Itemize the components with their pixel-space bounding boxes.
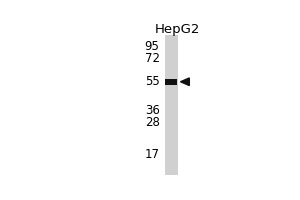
Text: 95: 95 <box>145 40 160 53</box>
Bar <box>165 79 177 85</box>
Text: HepG2: HepG2 <box>154 23 200 36</box>
Polygon shape <box>181 78 189 86</box>
Text: 55: 55 <box>145 75 160 88</box>
Text: 72: 72 <box>145 52 160 65</box>
Text: 28: 28 <box>145 116 160 129</box>
Text: 17: 17 <box>145 148 160 161</box>
Bar <box>165 35 178 175</box>
Text: 36: 36 <box>145 104 160 117</box>
